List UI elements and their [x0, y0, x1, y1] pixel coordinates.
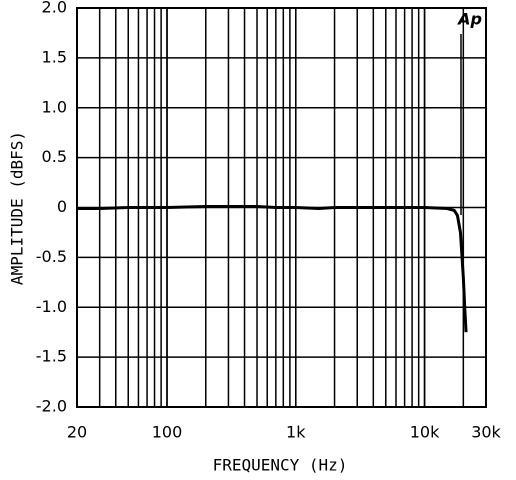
y-tick-label: -1.5 — [36, 347, 67, 366]
x-tick-label: 1k — [286, 423, 306, 442]
y-axis-title: AMPLITUDE (dBFS) — [8, 131, 27, 285]
y-tick-label: -0.5 — [36, 247, 67, 266]
x-tick-label: 30k — [471, 423, 501, 442]
x-axis-title: FREQUENCY (Hz) — [213, 456, 348, 475]
y-tick-label: 1.0 — [42, 97, 67, 116]
y-tick-label: -1.0 — [36, 297, 67, 316]
y-tick-label: 1.5 — [42, 47, 67, 66]
annotation: Ap — [456, 10, 482, 29]
y-tick-label: 0.5 — [42, 147, 67, 166]
data-line — [77, 205, 468, 333]
x-tick-label: 100 — [152, 423, 183, 442]
y-tick-label: 2.0 — [42, 0, 67, 17]
x-tick-label: 20 — [67, 423, 87, 442]
x-tick-label: 10k — [410, 423, 440, 442]
y-tick-label: -2.0 — [36, 397, 67, 416]
y-tick-label: 0 — [57, 197, 67, 216]
